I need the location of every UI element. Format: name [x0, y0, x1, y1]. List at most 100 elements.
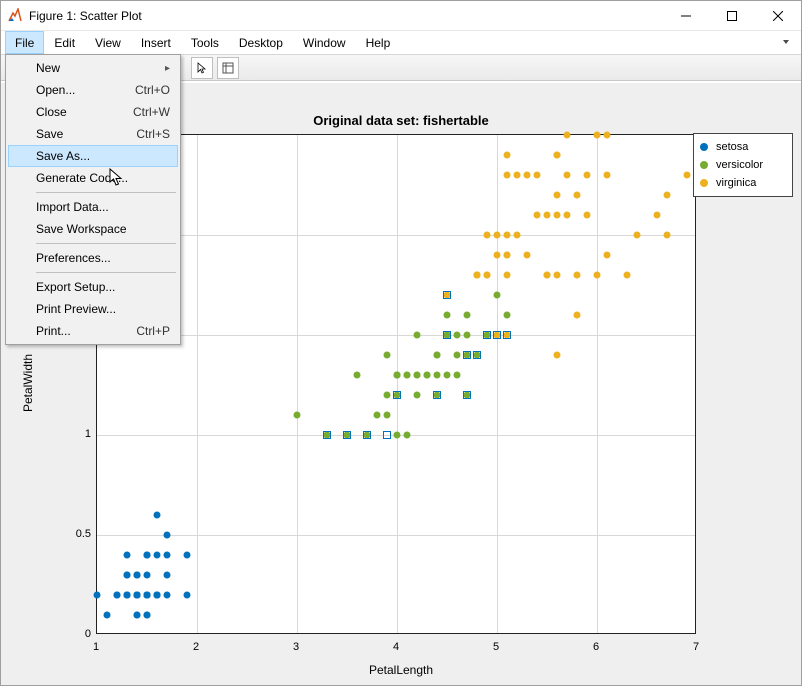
menu-item-label: Import Data... [36, 200, 109, 214]
data-point [524, 252, 531, 259]
edit-plot-tool-button[interactable] [217, 57, 239, 79]
data-point [463, 351, 471, 359]
data-point [473, 351, 481, 359]
menu-item-label: Save [36, 127, 63, 141]
legend-label: versicolor [716, 159, 763, 171]
menu-window[interactable]: Window [293, 31, 356, 54]
menu-edit[interactable]: Edit [44, 31, 85, 54]
data-point [504, 232, 511, 239]
pointer-tool-button[interactable] [191, 57, 213, 79]
menubar-chevron-icon[interactable] [781, 31, 797, 54]
menu-item-export-setup[interactable]: Export Setup... [8, 276, 178, 298]
maximize-button[interactable] [709, 1, 755, 31]
menu-item-preferences[interactable]: Preferences... [8, 247, 178, 269]
data-point [374, 412, 381, 419]
menu-file[interactable]: File [5, 31, 44, 54]
data-point [544, 212, 551, 219]
legend-item[interactable]: virginica [700, 174, 786, 192]
data-point [394, 372, 401, 379]
data-point [534, 212, 541, 219]
data-point [604, 172, 611, 179]
menu-help[interactable]: Help [356, 31, 401, 54]
data-point [534, 172, 541, 179]
data-point [503, 331, 511, 339]
data-point [554, 352, 561, 359]
menu-item-close[interactable]: CloseCtrl+W [8, 101, 178, 123]
menu-tools[interactable]: Tools [181, 31, 229, 54]
data-point [514, 172, 521, 179]
data-point [164, 552, 171, 559]
minimize-button[interactable] [663, 1, 709, 31]
menu-separator [36, 243, 176, 244]
legend-item[interactable]: setosa [700, 138, 786, 156]
x-tick-label: 7 [693, 641, 699, 653]
data-point [164, 532, 171, 539]
data-point [164, 592, 171, 599]
menu-item-import-data[interactable]: Import Data... [8, 196, 178, 218]
menu-item-save-workspace[interactable]: Save Workspace [8, 218, 178, 240]
menu-item-open[interactable]: Open...Ctrl+O [8, 79, 178, 101]
menu-item-shortcut: Ctrl+S [136, 127, 170, 141]
menu-insert[interactable]: Insert [131, 31, 181, 54]
menu-item-print-preview[interactable]: Print Preview... [8, 298, 178, 320]
menu-item-new[interactable]: New▸ [8, 57, 178, 79]
data-point [433, 391, 441, 399]
data-point [584, 212, 591, 219]
data-point [564, 172, 571, 179]
data-point [443, 331, 451, 339]
legend-item[interactable]: versicolor [700, 156, 786, 174]
window-title: Figure 1: Scatter Plot [29, 9, 142, 23]
menu-separator [36, 272, 176, 273]
data-point [493, 331, 501, 339]
gridline [97, 535, 695, 536]
plot-area[interactable] [96, 134, 696, 634]
x-tick-label: 2 [193, 641, 199, 653]
data-point [504, 152, 511, 159]
data-point [154, 592, 161, 599]
data-point [414, 372, 421, 379]
data-point [124, 572, 131, 579]
data-point [144, 572, 151, 579]
menu-item-save-as[interactable]: Save As... [8, 145, 178, 167]
legend[interactable]: setosa versicolor virginica [693, 133, 793, 197]
x-tick-label: 5 [493, 641, 499, 653]
legend-swatch [700, 143, 708, 151]
data-point [124, 552, 131, 559]
data-point [354, 372, 361, 379]
data-point [384, 412, 391, 419]
data-point [394, 432, 401, 439]
data-point [434, 372, 441, 379]
file-menu-dropdown: New▸Open...Ctrl+OCloseCtrl+WSaveCtrl+SSa… [5, 54, 181, 345]
data-point [414, 332, 421, 339]
menu-item-label: Save Workspace [36, 222, 127, 236]
menu-item-save[interactable]: Save Ctrl+S [8, 123, 178, 145]
menu-item-print[interactable]: Print... Ctrl+P [8, 320, 178, 342]
data-point [554, 212, 561, 219]
data-point [484, 272, 491, 279]
menu-separator [36, 192, 176, 193]
menu-item-generate-code[interactable]: Generate Code... [8, 167, 178, 189]
menu-desktop[interactable]: Desktop [229, 31, 293, 54]
menu-item-shortcut: Ctrl+P [136, 324, 170, 338]
data-point [134, 592, 141, 599]
menu-item-label: Print... [36, 324, 71, 338]
close-button[interactable] [755, 1, 801, 31]
data-point [393, 391, 401, 399]
data-point [144, 612, 151, 619]
y-tick-label: 1 [51, 428, 91, 440]
menu-item-label: Preferences... [36, 251, 111, 265]
legend-swatch [700, 161, 708, 169]
data-point [574, 272, 581, 279]
menu-item-label: Export Setup... [36, 280, 115, 294]
data-point [463, 391, 471, 399]
data-point [544, 272, 551, 279]
gridline [597, 135, 598, 633]
data-point [684, 172, 691, 179]
data-point [454, 372, 461, 379]
legend-swatch [700, 179, 708, 187]
menu-view[interactable]: View [85, 31, 131, 54]
gridline [197, 135, 198, 633]
menu-item-label: Print Preview... [36, 302, 116, 316]
data-point [664, 232, 671, 239]
window-controls [663, 1, 801, 31]
